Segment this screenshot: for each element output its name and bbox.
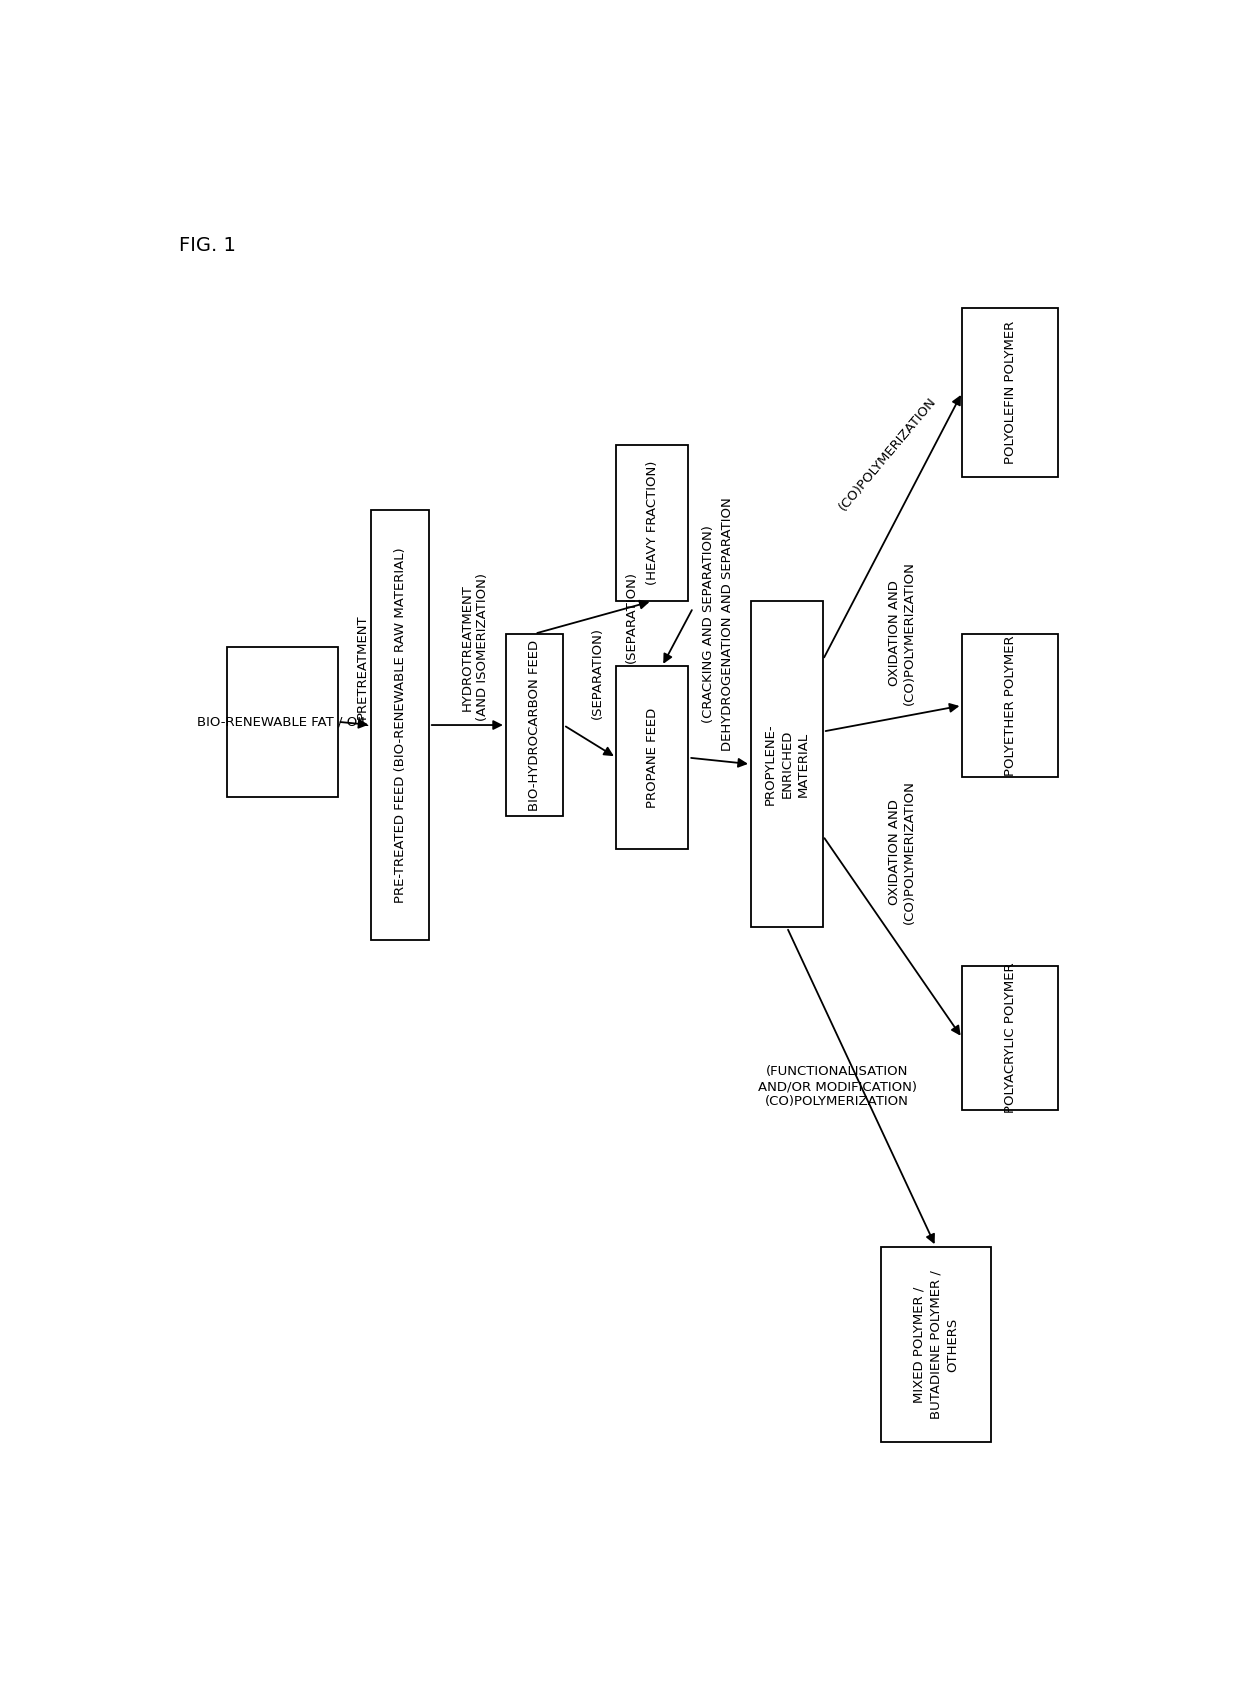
- Bar: [962, 966, 1058, 1110]
- Text: HYDROTREATMENT
(AND ISOMERIZATION): HYDROTREATMENT (AND ISOMERIZATION): [461, 573, 489, 722]
- Text: POLYACRYLIC POLYMER: POLYACRYLIC POLYMER: [1004, 962, 1017, 1113]
- Text: (FUNCTIONALISATION
AND/OR MODIFICATION)
(CO)POLYMERIZATION: (FUNCTIONALISATION AND/OR MODIFICATION) …: [758, 1066, 916, 1108]
- Text: PROPYLENE-
ENRICHED
MATERIAL: PROPYLENE- ENRICHED MATERIAL: [764, 723, 810, 805]
- Text: POLYOLEFIN POLYMER: POLYOLEFIN POLYMER: [1004, 320, 1017, 464]
- Text: PRE-TREATED FEED (BIO-RENEWABLE RAW MATERIAL): PRE-TREATED FEED (BIO-RENEWABLE RAW MATE…: [393, 547, 407, 903]
- Text: PROPANE FEED: PROPANE FEED: [646, 708, 658, 808]
- Bar: [616, 444, 688, 601]
- Bar: [616, 666, 688, 849]
- Bar: [880, 1247, 991, 1442]
- Text: BIO-RENEWABLE FAT / OIL: BIO-RENEWABLE FAT / OIL: [197, 715, 368, 728]
- Bar: [751, 601, 823, 927]
- Text: PRETREATMENT: PRETREATMENT: [356, 615, 368, 720]
- Text: POLYETHER POLYMER: POLYETHER POLYMER: [1004, 635, 1017, 776]
- Text: (CRACKING AND SEPARATION): (CRACKING AND SEPARATION): [702, 525, 714, 723]
- Text: FIG. 1: FIG. 1: [179, 235, 236, 254]
- Text: BIO-HYDROCARBON FEED: BIO-HYDROCARBON FEED: [528, 639, 541, 811]
- Text: OXIDATION AND
(CO)POLYMERIZATION: OXIDATION AND (CO)POLYMERIZATION: [888, 779, 916, 923]
- Bar: [371, 510, 429, 940]
- Text: DEHYDROGENATION AND SEPARATION: DEHYDROGENATION AND SEPARATION: [720, 498, 734, 750]
- Bar: [506, 634, 563, 817]
- Text: (SEPARATION): (SEPARATION): [625, 571, 637, 664]
- Text: (HEAVY FRACTION): (HEAVY FRACTION): [646, 461, 658, 584]
- Bar: [962, 634, 1058, 778]
- Text: (CO)POLYMERIZATION: (CO)POLYMERIZATION: [837, 395, 939, 513]
- Text: MIXED POLYMER /
BUTADIENE POLYMER /
OTHERS: MIXED POLYMER / BUTADIENE POLYMER / OTHE…: [913, 1270, 959, 1420]
- Text: (SEPARATION): (SEPARATION): [591, 627, 604, 718]
- Bar: [227, 647, 337, 796]
- Bar: [962, 308, 1058, 478]
- Text: OXIDATION AND
(CO)POLYMERIZATION: OXIDATION AND (CO)POLYMERIZATION: [888, 562, 916, 705]
